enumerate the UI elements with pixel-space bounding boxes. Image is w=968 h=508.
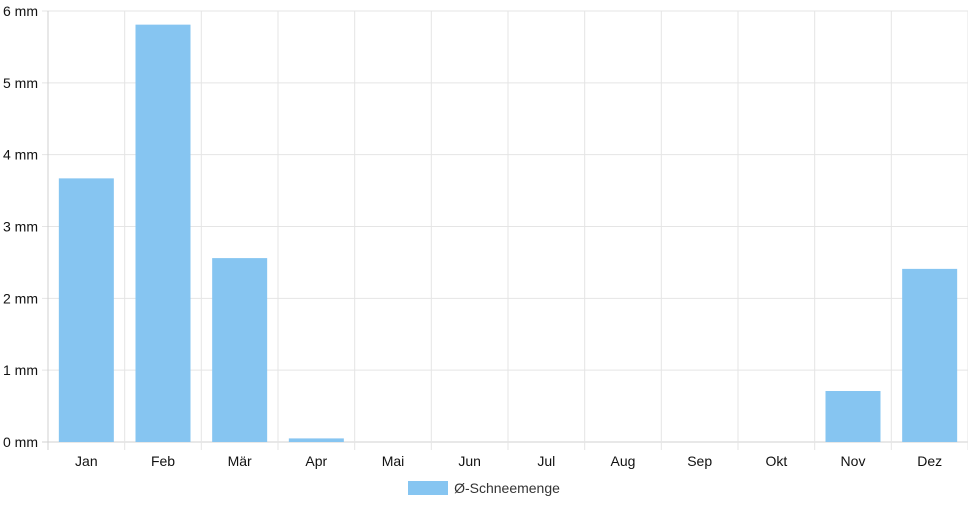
y-tick-label: 3 mm <box>3 219 38 235</box>
x-tick-label: Mai <box>382 453 405 469</box>
bar-chart: 0 mm 1 mm 2 mm 3 mm 4 mm 5 mm 6 mm Jan Feb Mär Apr… <box>3 3 968 469</box>
x-tick-label: Mär <box>228 453 252 469</box>
x-tick-label: Jun <box>458 453 481 469</box>
legend[interactable]: Ø-Schneemenge <box>0 480 968 496</box>
bar <box>288 438 344 442</box>
y-tick-label: 4 mm <box>3 147 38 163</box>
x-tick-label: Nov <box>841 453 866 469</box>
x-tick-label: Aug <box>611 453 636 469</box>
y-tick-label: 2 mm <box>3 290 38 306</box>
bar <box>135 24 191 442</box>
bar <box>825 390 881 442</box>
x-tick-label: Feb <box>151 453 175 469</box>
x-tick-label: Jul <box>537 453 555 469</box>
legend-label: Ø-Schneemenge <box>454 480 560 496</box>
x-tick-label: Dez <box>917 453 942 469</box>
bar <box>902 268 958 442</box>
y-tick-label: 5 mm <box>3 75 38 91</box>
bar <box>58 178 114 442</box>
legend-swatch <box>408 481 449 495</box>
x-tick-label: Okt <box>765 453 787 469</box>
x-tick-label: Sep <box>687 453 712 469</box>
x-tick-label: Jan <box>75 453 98 469</box>
y-tick-label: 0 mm <box>3 434 38 450</box>
y-tick-label: 6 mm <box>3 3 38 19</box>
x-tick-label: Apr <box>305 453 327 469</box>
bar <box>212 258 268 442</box>
y-tick-label: 1 mm <box>3 362 38 378</box>
